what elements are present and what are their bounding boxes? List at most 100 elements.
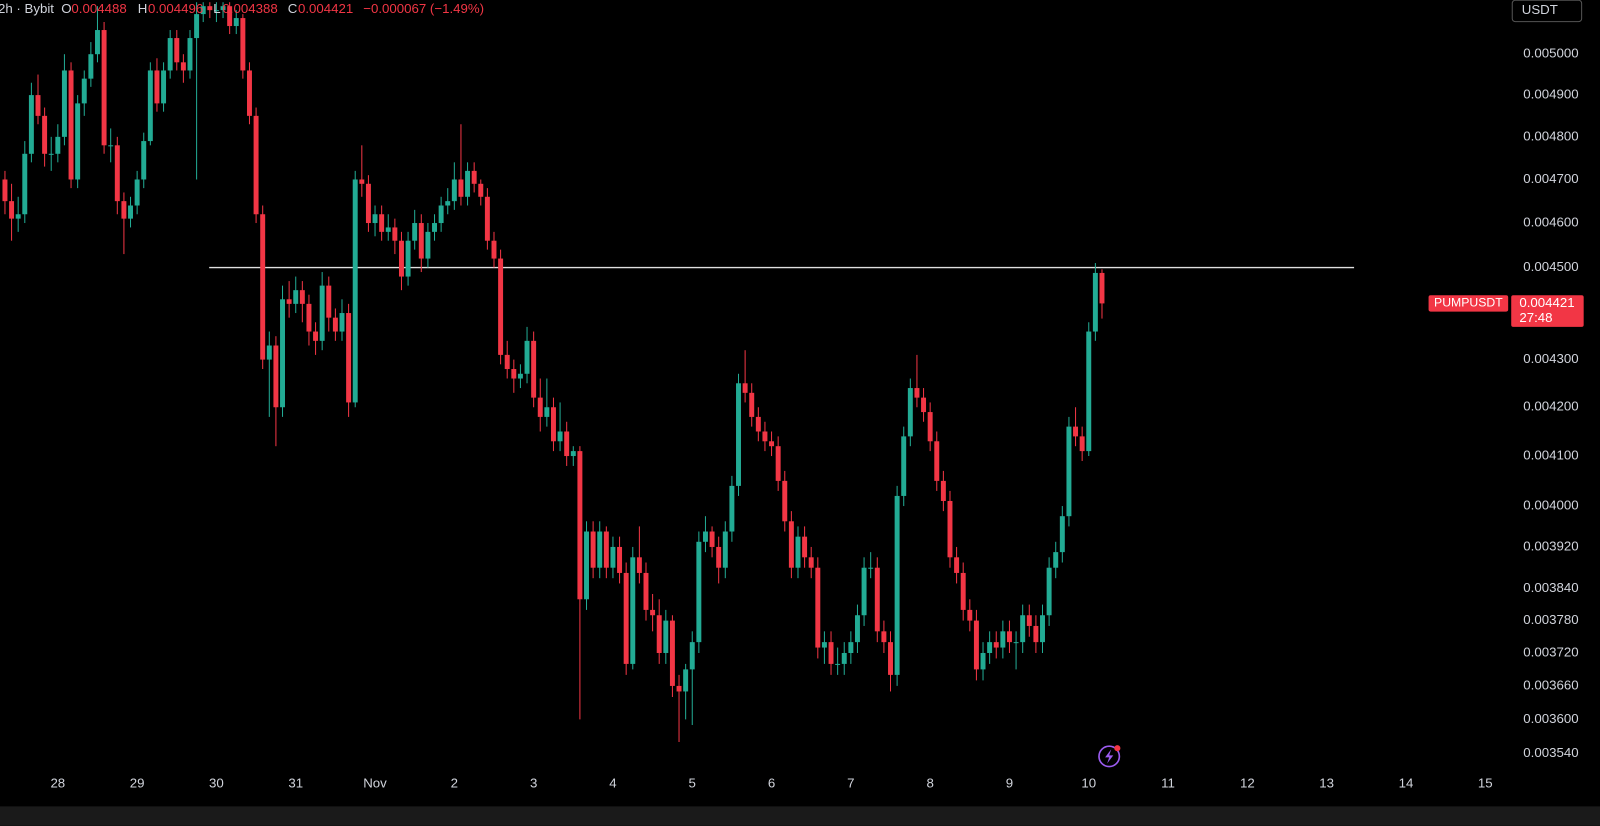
candle-body	[570, 451, 576, 457]
candle-body	[848, 642, 854, 653]
candle-body	[1040, 615, 1045, 643]
y-tick-label: 0.003840	[1523, 580, 1578, 595]
lightning-icon[interactable]	[1098, 745, 1121, 768]
candle-body	[795, 536, 801, 568]
candle-body	[154, 70, 160, 104]
candle-body	[398, 240, 404, 277]
candle-body	[42, 115, 48, 154]
candle-body	[372, 214, 378, 224]
candle-body	[683, 669, 689, 692]
change-value: −0.000067 (−1.49%)	[363, 1, 484, 16]
candle-body	[1073, 426, 1079, 437]
candle-body	[1059, 516, 1065, 553]
candle-body	[438, 205, 444, 224]
candle-body	[458, 179, 464, 197]
candle-body	[260, 214, 266, 360]
candle-body	[1066, 426, 1072, 517]
x-tick-label: 11	[1161, 775, 1175, 790]
candle-body	[755, 416, 761, 432]
candle-body	[861, 567, 867, 616]
candle-body	[425, 231, 431, 259]
candle-body	[94, 30, 100, 55]
currency: USDT	[1522, 2, 1558, 17]
x-tick-label: 12	[1240, 775, 1255, 790]
candle-body	[88, 54, 94, 79]
candle-body	[108, 145, 114, 147]
candle-body	[471, 170, 477, 184]
candle-body	[577, 451, 583, 600]
x-tick-label: 3	[530, 775, 537, 790]
candle-body	[808, 557, 814, 568]
candle-body	[81, 78, 87, 104]
candle-body	[61, 70, 67, 137]
open-value: 0.004488	[71, 1, 126, 16]
candle-body	[564, 431, 570, 457]
y-tick-label: 0.003660	[1523, 677, 1578, 692]
candle-body	[762, 431, 768, 442]
candle-body	[22, 153, 28, 215]
candle-body	[716, 546, 722, 568]
candle-body	[669, 620, 675, 686]
candle-body	[854, 615, 860, 643]
candle-body	[1099, 272, 1105, 304]
candle-body	[1079, 436, 1085, 452]
candle-body	[68, 70, 74, 180]
candle-body	[379, 214, 385, 232]
candle-body	[511, 369, 517, 379]
candle-body	[689, 642, 695, 670]
candle-body	[557, 431, 563, 442]
candle-body	[1020, 615, 1026, 643]
candle-body	[1013, 642, 1019, 644]
candle-body	[15, 214, 21, 219]
candle-body	[346, 313, 352, 403]
candle-body	[702, 531, 708, 542]
candle-body	[1086, 331, 1092, 452]
symbol-tag: PUMPUSDT	[1434, 296, 1503, 310]
candle-body	[940, 480, 946, 501]
candle-body	[927, 412, 933, 442]
candle-body	[187, 38, 193, 71]
x-tick-label: 2	[451, 775, 458, 790]
y-tick-label: 0.004600	[1523, 215, 1578, 230]
candle-body	[894, 495, 900, 675]
candle-body	[491, 240, 497, 259]
x-tick-label: 30	[209, 775, 224, 790]
candle-body	[907, 388, 913, 437]
candle-body	[418, 223, 424, 259]
candle-body	[1000, 631, 1006, 648]
x-tick-label: 29	[130, 775, 145, 790]
candle-body	[815, 567, 821, 648]
candle-body	[749, 392, 755, 417]
currency-button[interactable]	[1511, 0, 1583, 23]
candle-body	[736, 383, 741, 486]
candle-body	[901, 436, 907, 496]
y-tick-label: 0.003720	[1523, 644, 1578, 659]
candle-body	[663, 620, 669, 653]
candle-body	[987, 642, 993, 653]
y-tick-label: 0.004500	[1523, 259, 1578, 274]
candle-body	[2, 179, 8, 202]
candle-body	[233, 18, 239, 27]
candle-body	[359, 179, 365, 184]
candle-body	[517, 373, 523, 379]
candle-body	[934, 441, 940, 481]
candle-body	[782, 480, 788, 522]
x-tick-label: 13	[1319, 775, 1334, 790]
candle-body	[134, 179, 140, 206]
candle-body	[174, 38, 180, 63]
y-tick-label: 0.003540	[1523, 745, 1578, 760]
candle-body	[280, 299, 285, 408]
candle-body	[465, 170, 471, 197]
y-tick-label: 0.003600	[1523, 711, 1578, 726]
candle-body	[1006, 631, 1012, 643]
high-value: 0.004496	[148, 1, 203, 16]
candle-body	[484, 196, 490, 241]
candle-body	[55, 136, 61, 154]
candle-body	[980, 652, 986, 670]
candle-body	[1053, 552, 1059, 568]
candle-body	[584, 531, 589, 600]
candle-body	[332, 317, 338, 332]
candle-body	[75, 103, 81, 180]
low-label: L	[213, 1, 220, 16]
candle-body	[769, 441, 775, 447]
